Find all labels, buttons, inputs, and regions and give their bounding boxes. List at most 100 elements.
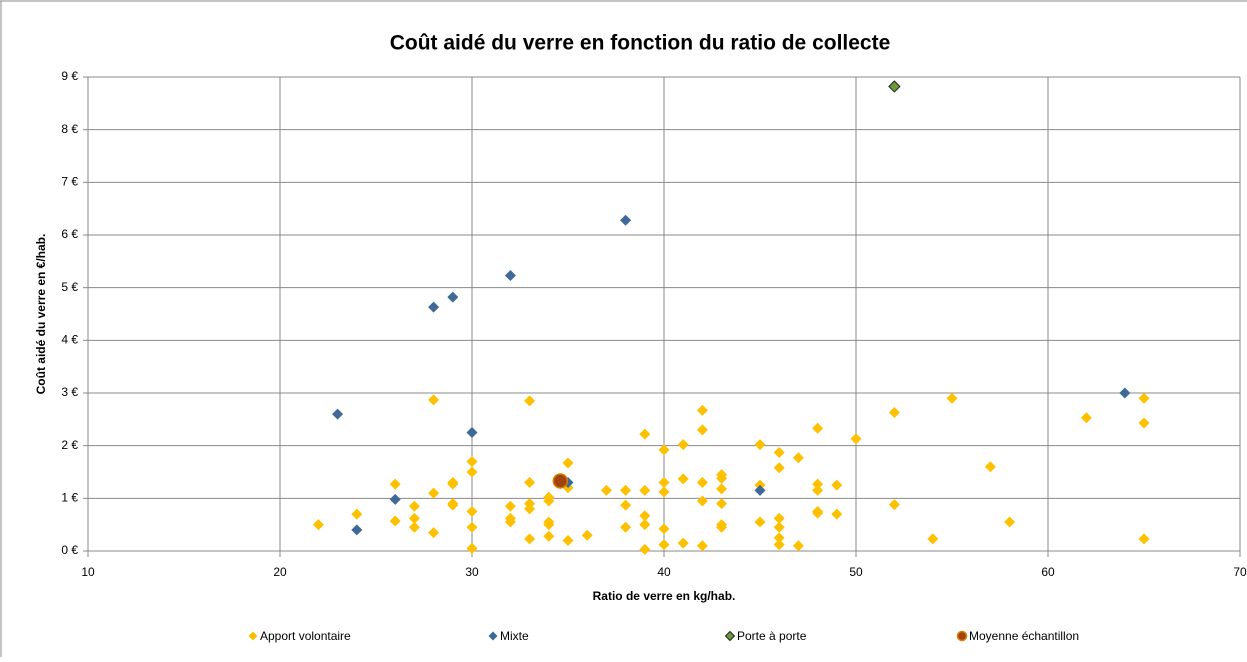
point <box>351 524 363 536</box>
point <box>428 527 440 539</box>
point <box>1138 392 1150 404</box>
point <box>639 428 651 440</box>
point <box>1119 387 1131 399</box>
y-tick-label: 9 € <box>61 69 78 83</box>
legend-label: Porte à porte <box>737 629 807 643</box>
point <box>562 457 574 469</box>
point <box>850 433 862 445</box>
point <box>447 499 459 511</box>
point <box>792 452 804 464</box>
point <box>466 455 478 467</box>
y-tick-label: 0 € <box>61 543 78 557</box>
legend-label: Mixte <box>500 629 529 643</box>
point <box>812 422 824 434</box>
point <box>620 499 632 511</box>
point <box>658 523 670 535</box>
point <box>639 510 651 522</box>
x-tick-label: 20 <box>273 565 287 579</box>
y-tick-label: 7 € <box>61 175 78 189</box>
legend-label: Moyenne échantillon <box>969 629 1079 643</box>
x-tick-label: 60 <box>1041 565 1055 579</box>
point <box>466 506 478 517</box>
x-tick-label: 10 <box>81 565 95 579</box>
point <box>658 477 670 489</box>
point <box>408 512 420 524</box>
point <box>524 477 536 489</box>
point <box>773 447 785 459</box>
point <box>812 507 824 519</box>
y-tick-label: 4 € <box>61 333 78 347</box>
point <box>639 519 651 531</box>
point <box>773 539 785 551</box>
y-tick-label: 5 € <box>61 280 78 294</box>
y-tick-label: 2 € <box>61 438 78 452</box>
point <box>428 301 440 313</box>
point <box>677 473 689 485</box>
point <box>428 394 440 406</box>
point <box>773 512 785 524</box>
point <box>639 484 651 496</box>
x-tick-label: 70 <box>1233 565 1247 579</box>
point <box>524 533 536 545</box>
point <box>831 508 843 520</box>
point <box>447 478 459 490</box>
point <box>428 487 440 499</box>
point <box>831 479 843 491</box>
point <box>677 439 689 451</box>
point <box>600 484 612 496</box>
point <box>888 499 900 511</box>
point <box>658 539 670 551</box>
point <box>543 530 555 542</box>
point <box>658 486 670 498</box>
legend-marker <box>488 631 498 641</box>
point <box>792 540 804 552</box>
y-axis-title: Coût aidé du verre en €/hab. <box>34 234 48 395</box>
point <box>620 521 632 533</box>
point <box>466 521 478 533</box>
point <box>408 521 420 533</box>
point <box>552 473 569 489</box>
point <box>754 484 766 496</box>
point <box>812 484 824 496</box>
legend-label: Apport volontaire <box>260 629 351 643</box>
y-tick-label: 1 € <box>61 491 78 505</box>
point <box>696 477 708 489</box>
point <box>716 472 728 484</box>
point <box>754 439 766 451</box>
point <box>620 484 632 496</box>
point <box>466 542 478 554</box>
point <box>773 521 785 533</box>
point <box>984 461 996 473</box>
point <box>888 406 900 418</box>
point <box>696 424 708 436</box>
point <box>524 503 536 515</box>
point <box>812 478 824 490</box>
point <box>696 495 708 507</box>
chart-title: Coût aidé du verre en fonction du ratio … <box>390 32 891 55</box>
point <box>1004 516 1016 528</box>
point <box>351 508 363 520</box>
legend-marker <box>248 631 258 641</box>
point <box>504 270 516 282</box>
point <box>543 495 555 507</box>
point <box>389 493 401 505</box>
point <box>696 540 708 552</box>
point <box>1080 412 1092 424</box>
point <box>773 532 785 544</box>
point <box>754 516 766 528</box>
point <box>447 291 459 303</box>
point <box>658 444 670 456</box>
legend-marker <box>956 630 968 642</box>
point <box>562 534 574 546</box>
x-axis-title: Ratio de verre en kg/hab. <box>593 589 736 603</box>
point <box>524 395 536 407</box>
legend-marker <box>724 630 736 642</box>
point <box>408 500 420 512</box>
point <box>466 427 478 438</box>
point <box>389 478 401 490</box>
point <box>466 466 478 478</box>
x-tick-label: 50 <box>849 565 863 579</box>
point <box>581 529 593 541</box>
point <box>716 483 728 495</box>
